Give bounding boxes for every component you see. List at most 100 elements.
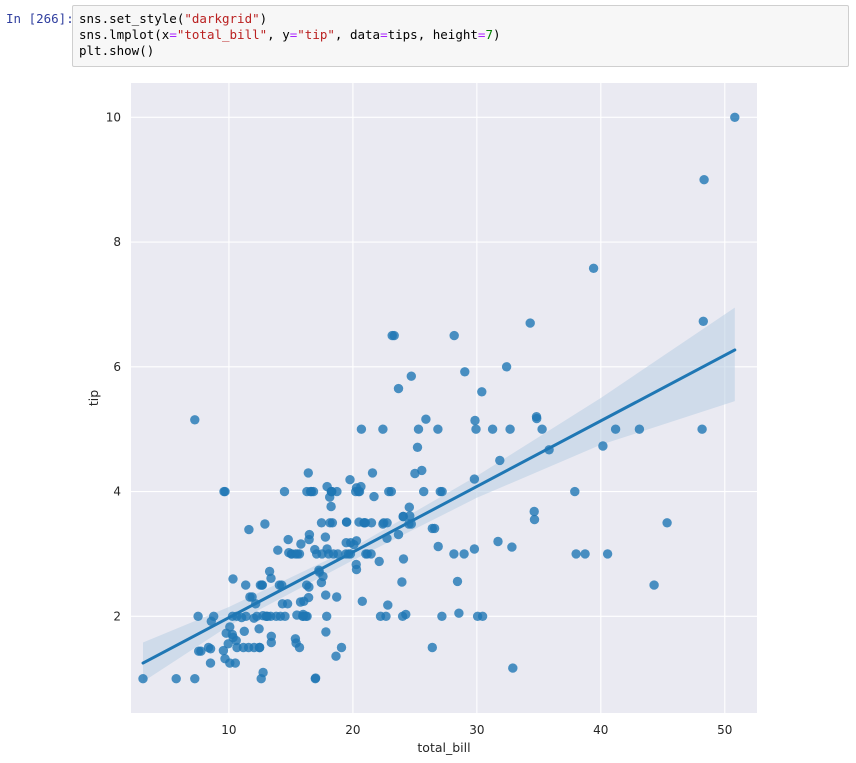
code-input[interactable]: sns.set_style("darkgrid") sns.lmplot(x="t… [72,5,849,67]
code-token: , y [267,27,290,42]
data-point [649,580,659,590]
data-point [296,539,306,549]
data-point [406,371,416,381]
data-point [730,112,740,123]
data-point [698,316,708,326]
data-point [537,424,547,434]
data-point [336,642,347,653]
data-point [378,424,388,434]
data-point [320,532,331,542]
data-point [477,611,488,621]
data-point [223,639,233,649]
code-line: sns.set_style("darkgrid") [79,11,842,27]
data-point [433,541,443,552]
data-point [238,642,249,653]
data-point [501,362,512,372]
code-token: tips, height [387,27,478,42]
data-point [282,599,293,609]
data-point [304,534,314,545]
data-point [321,590,331,600]
data-point [433,424,443,434]
data-point [203,642,214,653]
data-point [459,549,469,559]
data-point [254,624,264,634]
data-point [610,424,621,434]
data-point [291,638,301,648]
data-point [602,549,613,559]
data-point [361,549,371,559]
data-point [218,645,229,656]
code-line: sns.lmplot(x="total_bill", y="tip", data… [79,27,842,43]
data-point [219,486,229,497]
x-tick-label: 50 [717,723,732,737]
code-token: = [380,27,388,42]
data-point [369,491,379,502]
data-point [266,631,276,641]
data-point [525,318,535,328]
confidence-band [143,307,735,682]
data-point [508,663,518,673]
regression-line [141,348,737,665]
data-point [260,519,270,529]
data-point [228,574,238,584]
data-point [261,611,272,621]
data-point [332,592,342,602]
y-axis-label: tip [86,390,101,406]
data-point [244,524,254,535]
data-point [357,596,367,606]
x-tick-label: 40 [593,723,608,737]
data-point [588,263,599,273]
data-point [460,367,470,377]
data-point [529,506,539,517]
data-point [273,545,283,555]
data-point [429,523,440,534]
data-point [190,674,200,684]
data-point [383,600,393,610]
code-token: "tip" [297,27,335,42]
code-line: plt.show() [79,43,842,59]
data-point [398,554,409,564]
x-tick-label: 10 [221,723,236,737]
data-point [487,424,498,434]
data-point [449,330,459,341]
code-token: 7 [485,27,493,42]
data-point [598,441,608,451]
data-point [507,542,517,552]
data-point [359,518,369,528]
data-point [303,468,313,478]
data-point [298,609,308,620]
code-token: = [169,27,177,42]
data-point [532,413,542,424]
data-point [245,592,255,602]
data-point [384,486,394,497]
code-token: "darkgrid" [184,11,260,26]
data-point [419,486,429,497]
code-token: , data [334,27,381,42]
code-token: ) [259,11,268,26]
data-point [316,518,327,528]
data-point [398,511,408,522]
data-point [387,330,397,341]
data-point [279,486,290,497]
data-point [255,642,265,653]
x-axis-label: total_bill [417,740,470,755]
data-point [331,651,341,661]
data-point [571,549,581,559]
data-point [283,534,293,545]
data-point [252,611,262,621]
data-point [580,549,590,559]
data-point [397,577,407,587]
y-tick-label: 6 [113,360,121,374]
data-point [326,501,336,512]
data-point [401,609,411,620]
data-point [381,611,391,621]
data-point [341,517,352,527]
data-point [205,658,216,668]
data-point [505,424,515,434]
data-point [495,455,505,466]
data-point [351,536,362,546]
code-token: plt.show() [79,43,155,58]
code-token: = [289,27,298,42]
data-point [275,611,286,621]
data-point [341,538,351,548]
